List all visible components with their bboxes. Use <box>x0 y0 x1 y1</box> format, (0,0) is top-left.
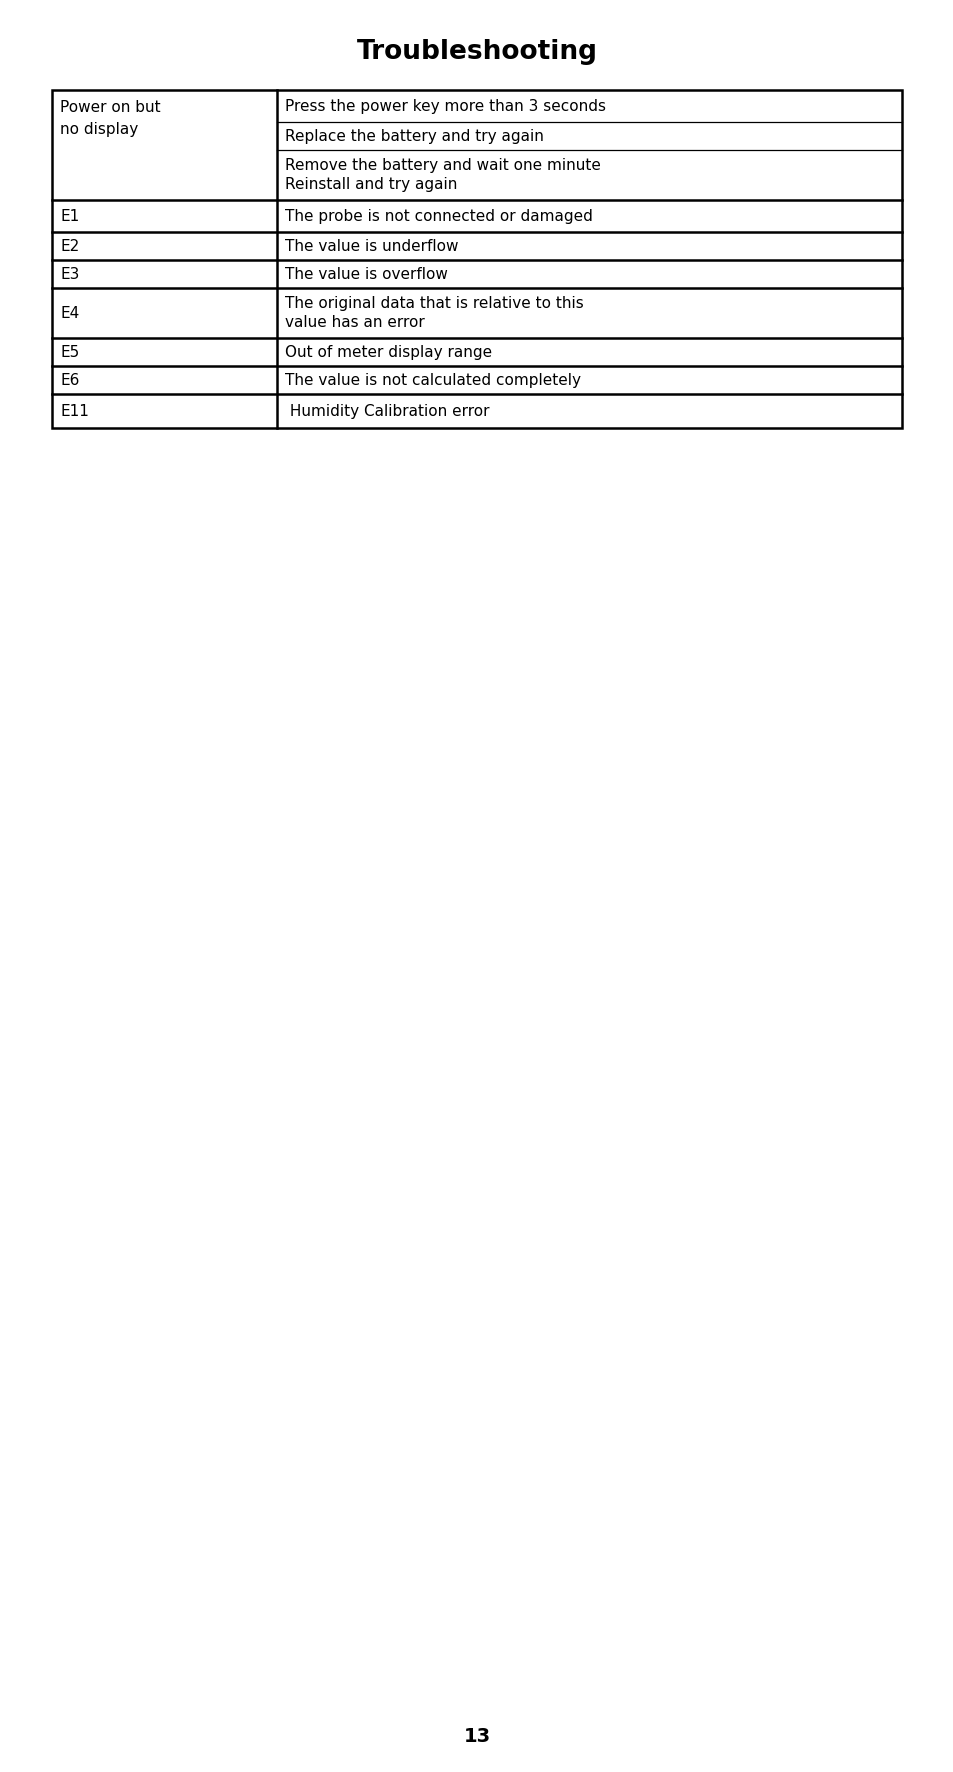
Text: Out of meter display range: Out of meter display range <box>284 344 491 360</box>
Text: E2: E2 <box>60 239 80 253</box>
Text: E5: E5 <box>60 344 80 360</box>
Text: The value is overflow: The value is overflow <box>284 266 447 282</box>
Bar <box>52 90 901 429</box>
Text: 13: 13 <box>463 1728 490 1747</box>
Text: E1: E1 <box>60 209 80 223</box>
Text: E11: E11 <box>60 404 90 418</box>
Text: Replace the battery and try again: Replace the battery and try again <box>284 129 543 144</box>
Text: E3: E3 <box>60 266 80 282</box>
Text: E4: E4 <box>60 305 80 321</box>
Text: The original data that is relative to this
value has an error: The original data that is relative to th… <box>284 296 583 330</box>
Text: Press the power key more than 3 seconds: Press the power key more than 3 seconds <box>284 99 605 113</box>
Text: The value is underflow: The value is underflow <box>284 239 457 253</box>
Text: The probe is not connected or damaged: The probe is not connected or damaged <box>284 209 592 223</box>
Text: Humidity Calibration error: Humidity Calibration error <box>284 404 489 418</box>
Text: no display: no display <box>60 122 138 136</box>
Text: Troubleshooting: Troubleshooting <box>356 39 597 66</box>
Text: E6: E6 <box>60 372 80 388</box>
Text: Power on but: Power on but <box>60 99 161 115</box>
Text: The value is not calculated completely: The value is not calculated completely <box>284 372 580 388</box>
Text: Remove the battery and wait one minute
Reinstall and try again: Remove the battery and wait one minute R… <box>284 158 599 191</box>
